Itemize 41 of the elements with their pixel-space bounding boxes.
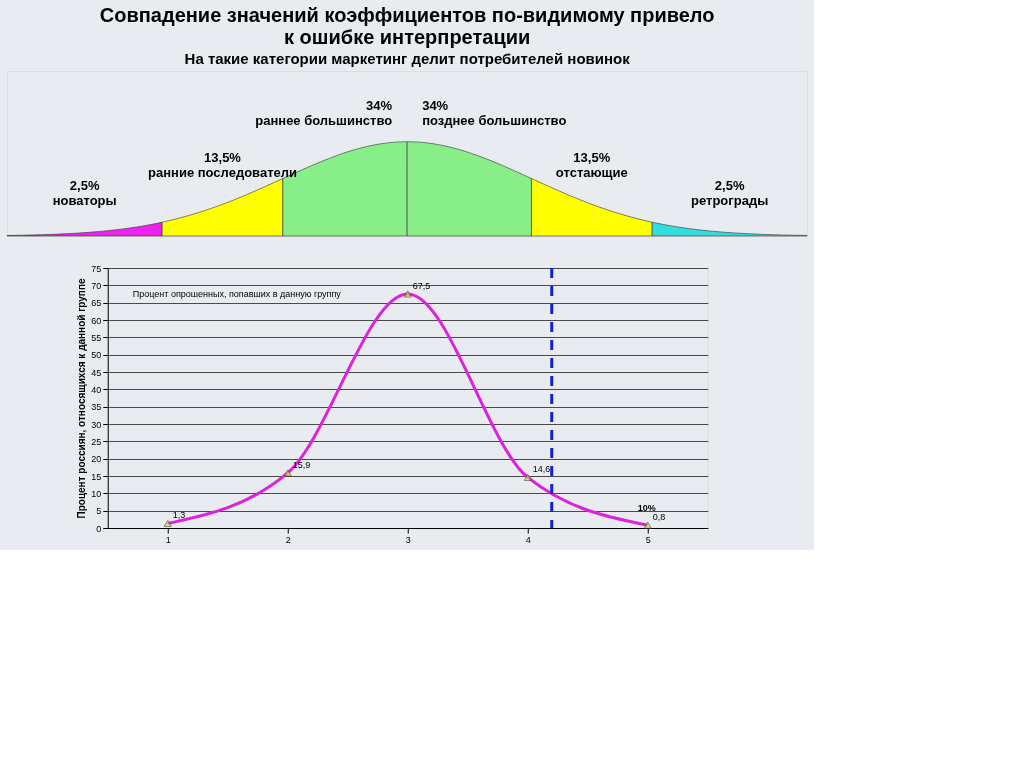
- y-tick-label: 55: [91, 332, 102, 343]
- y-tick-label: 50: [91, 350, 102, 361]
- data-label: 34%: [366, 98, 393, 114]
- y-tick-label: 25: [91, 436, 102, 447]
- category-label: отстающие: [555, 164, 628, 180]
- data-label: 34%: [422, 98, 449, 114]
- text: 1,3: [172, 510, 186, 521]
- x-tick-label: 2: [285, 534, 291, 545]
- y-tick-label: 60: [91, 315, 102, 326]
- data-label: 2,5%: [69, 178, 100, 194]
- category-label: раннее большинство: [255, 113, 393, 129]
- y-tick-label: 45: [91, 367, 102, 378]
- text: Процент опрошенных, попавших в данную группу: [132, 289, 342, 299]
- annotation: 10%: [637, 503, 656, 513]
- text: На такие категории маркетинг делит потребителей новинок: [184, 50, 631, 67]
- y-tick-label: 30: [91, 419, 102, 430]
- y-tick-label: 0: [96, 523, 102, 534]
- x-tick-label: 3: [405, 534, 411, 545]
- y-tick-label: 10: [91, 488, 102, 499]
- x-tick-label: 1: [165, 534, 171, 545]
- data-label: 2,5%: [714, 178, 745, 194]
- y-tick-label: 75: [91, 263, 102, 274]
- category-label: ранние последователи: [148, 164, 297, 180]
- text: Совпадение значений коэффициентов по-видимому привело к ошибке интерпретации: [99, 3, 715, 48]
- category-label: новаторы: [52, 193, 117, 209]
- y-tick-label: 20: [91, 454, 102, 465]
- x-tick-label: 5: [645, 534, 651, 545]
- y-tick-label: 40: [91, 384, 102, 395]
- data-label: 13,5%: [204, 149, 242, 165]
- y-tick-label: 35: [91, 402, 102, 413]
- y-tick-label: 70: [91, 280, 102, 291]
- data-label: 13,5%: [573, 149, 611, 165]
- text: 0,8: [652, 512, 666, 523]
- y-tick-label: 65: [91, 298, 102, 309]
- y-tick-label: 5: [96, 506, 102, 517]
- y-tick-label: 15: [91, 471, 102, 482]
- category-label: ретрограды: [691, 193, 769, 209]
- y-axis-title: Процент россиян, относящихся к данной группе: [76, 278, 88, 519]
- category-label: позднее большинство: [422, 113, 567, 129]
- text: 14,6: [532, 464, 551, 475]
- x-tick-label: 4: [525, 534, 531, 545]
